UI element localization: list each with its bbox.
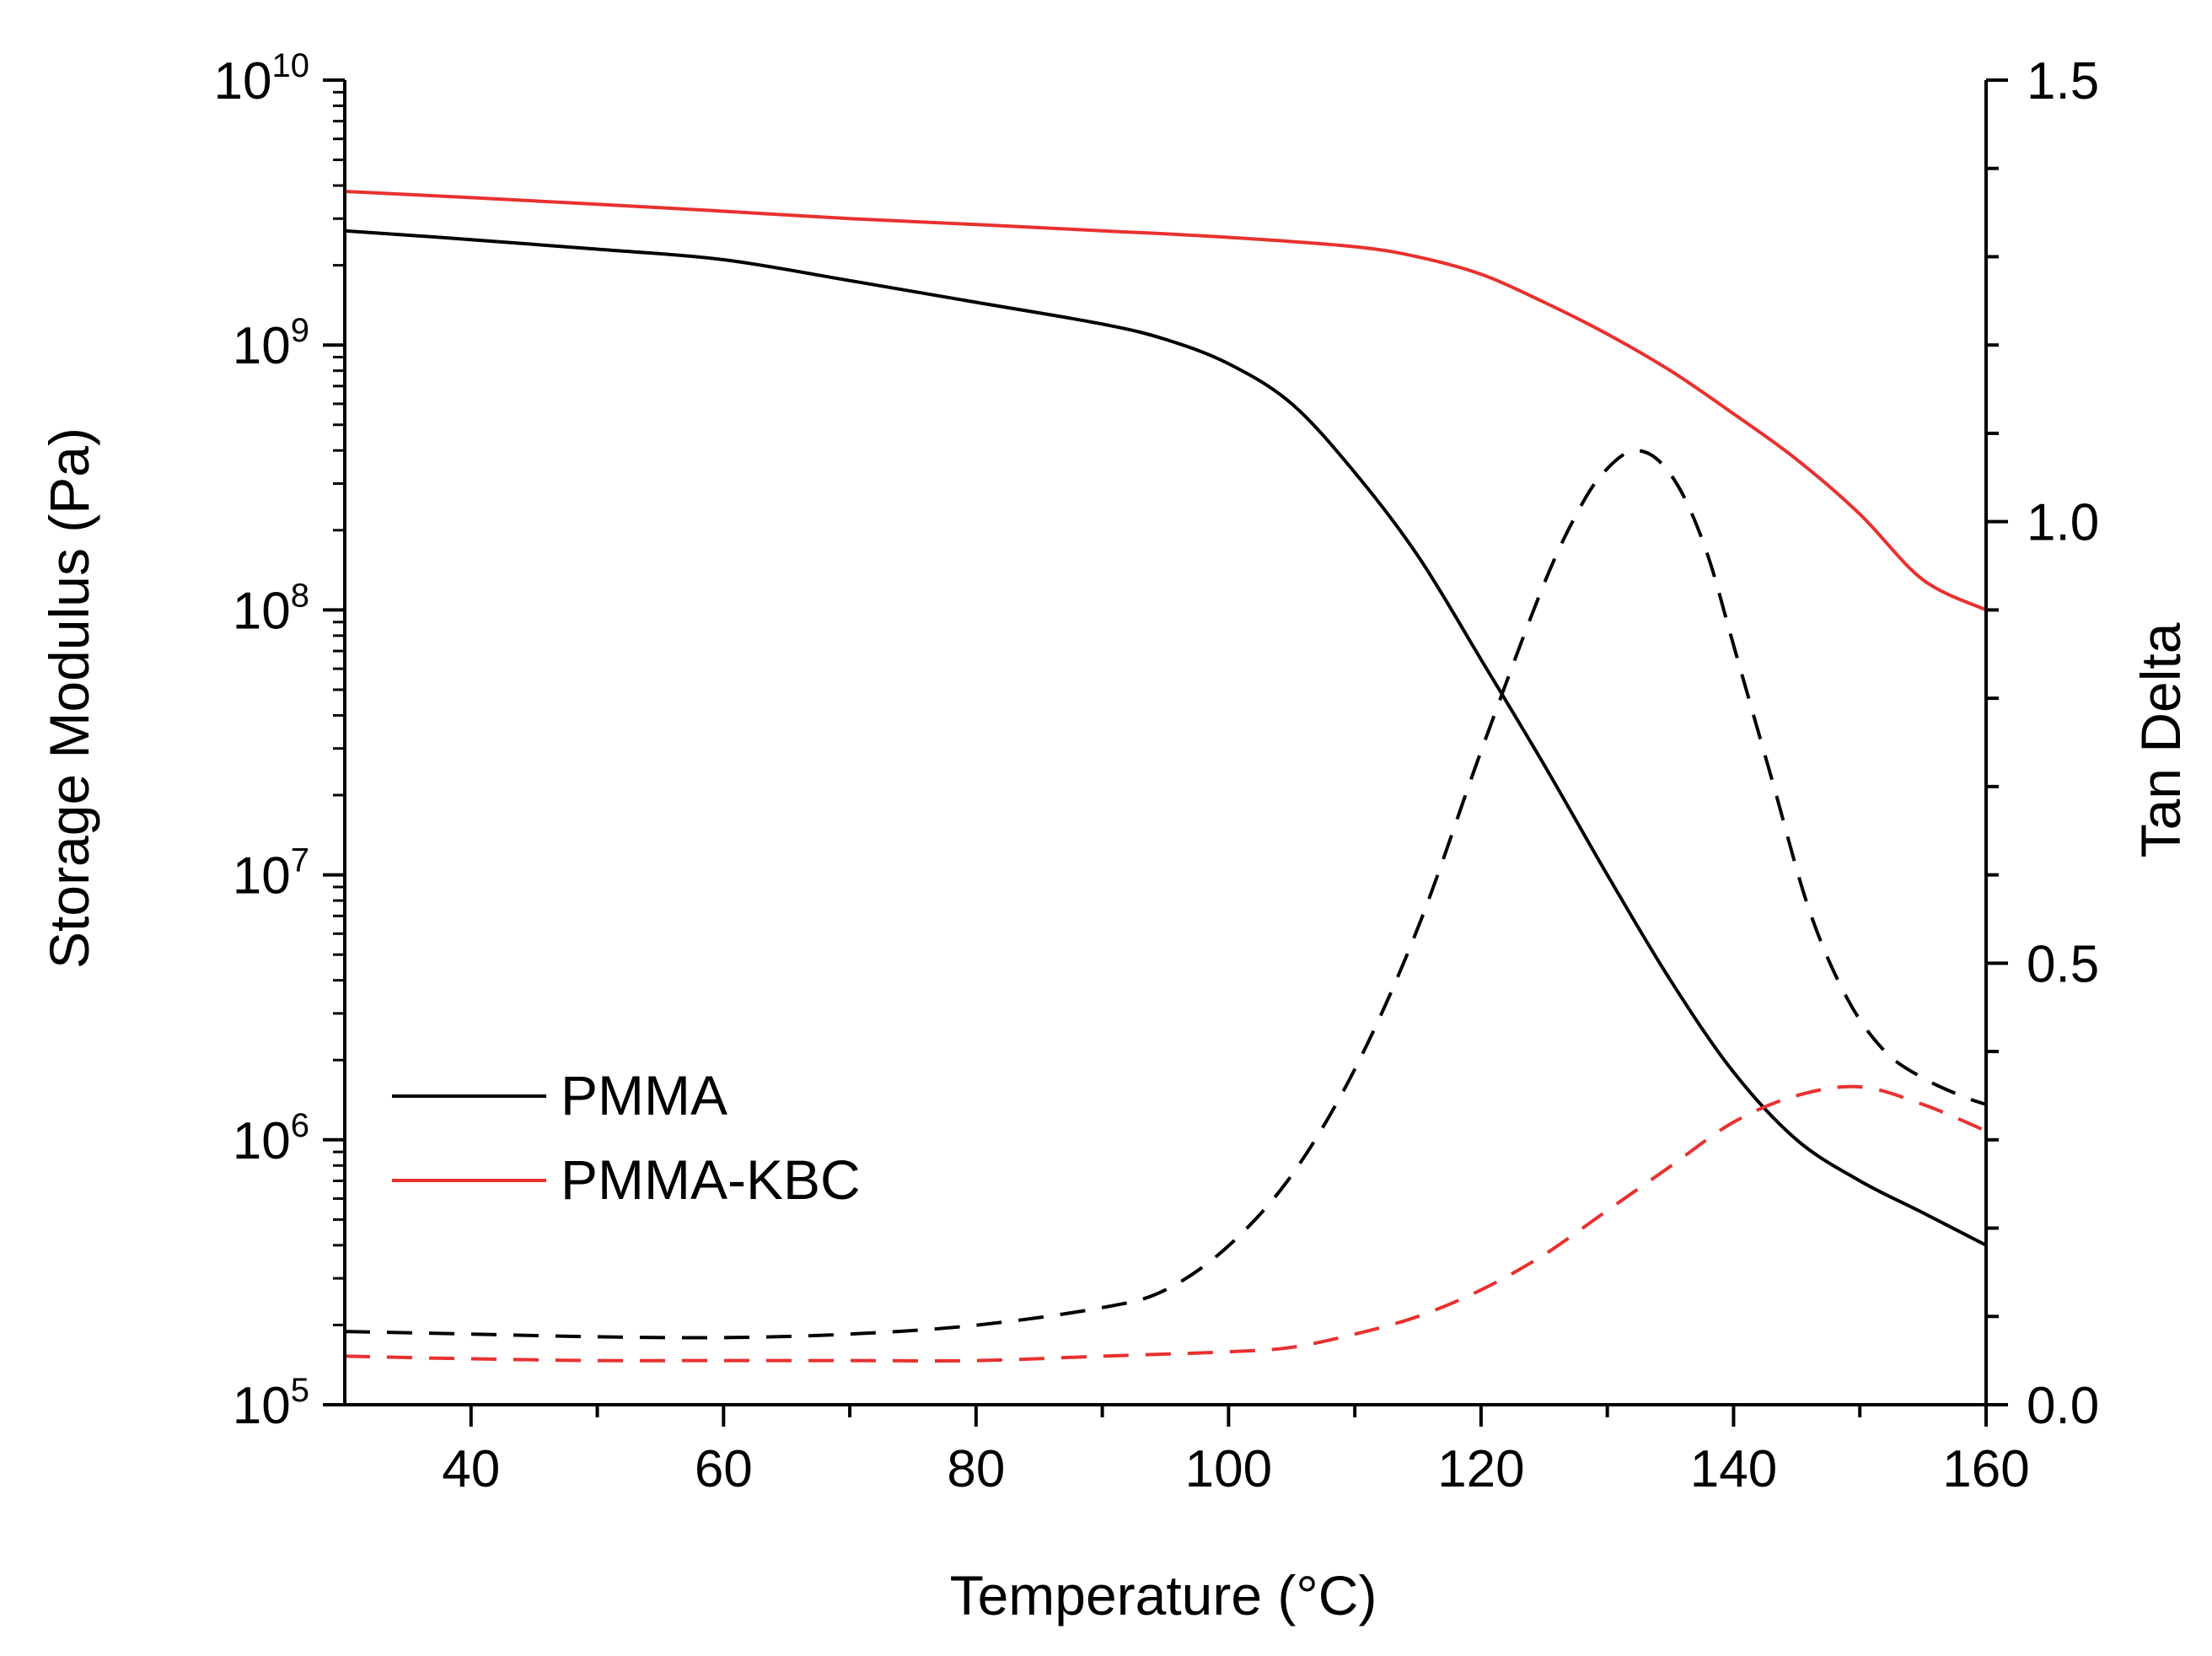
series-line-pmma-kbc-tan-delta (344, 1084, 1987, 1363)
labels-layer: 40 60 80 100 120 140 16010510610710810910100.0… (214, 47, 2100, 1498)
y-left-tick-exponent: 7 (291, 842, 309, 879)
x-tick-label-120: 120 (1437, 1440, 1524, 1498)
y-right-tick-label-1.5: 1.5 (2027, 52, 2099, 110)
y-left-tick-base: 10 (233, 1112, 291, 1170)
y-right-tick-label-0.5: 0.5 (2027, 935, 2099, 993)
y-right-tick-label-0.0: 0.0 (2027, 1377, 2099, 1435)
y-left-tick-label-5: 105 (233, 1372, 309, 1435)
axes-layer (323, 78, 2008, 1427)
y-left-tick-base: 10 (214, 52, 272, 110)
y-left-tick-base: 10 (233, 847, 291, 906)
y-left-tick-label-8: 108 (233, 577, 309, 640)
series-layer (344, 190, 1987, 1363)
y-right-tick-label-1.0: 1.0 (2027, 494, 2099, 552)
series-line-pmma-storage-modulus (344, 229, 1987, 1247)
legend-label-pmma-kbc: PMMA-KBC (561, 1148, 861, 1211)
y-axis-left-title: Storage Modulus (Pa) (38, 427, 100, 969)
x-tick-label-80: 80 (947, 1440, 1005, 1498)
y-left-tick-label-9: 109 (233, 312, 309, 375)
series-line-pmma-kbc-storage-modulus (344, 190, 1987, 612)
x-tick-label-140: 140 (1690, 1440, 1777, 1498)
legend-label-pmma: PMMA (561, 1064, 727, 1126)
y-left-tick-exponent: 6 (291, 1107, 309, 1144)
y-left-tick-label-6: 106 (233, 1107, 309, 1170)
y-axis-right-title: Tan Delta (2129, 622, 2192, 858)
y-left-tick-base: 10 (233, 317, 291, 375)
x-tick-label-40: 40 (442, 1440, 500, 1498)
x-tick-label-160: 160 (1942, 1440, 2029, 1498)
y-left-tick-exponent: 5 (291, 1372, 309, 1409)
y-left-tick-base: 10 (233, 1377, 291, 1435)
x-axis-title: Temperature (°C) (950, 1564, 1377, 1626)
series-line-pmma-tan-delta (344, 449, 1987, 1340)
y-left-tick-exponent: 9 (291, 312, 309, 349)
legend: PMMA PMMA-KBC (392, 1064, 861, 1211)
y-left-tick-exponent: 8 (291, 577, 309, 614)
y-left-tick-exponent: 10 (272, 47, 310, 84)
x-tick-label-60: 60 (695, 1440, 753, 1498)
y-left-tick-label-10: 1010 (214, 47, 309, 110)
y-left-tick-base: 10 (233, 582, 291, 640)
y-left-tick-label-7: 107 (233, 842, 309, 906)
x-tick-label-100: 100 (1185, 1440, 1272, 1498)
